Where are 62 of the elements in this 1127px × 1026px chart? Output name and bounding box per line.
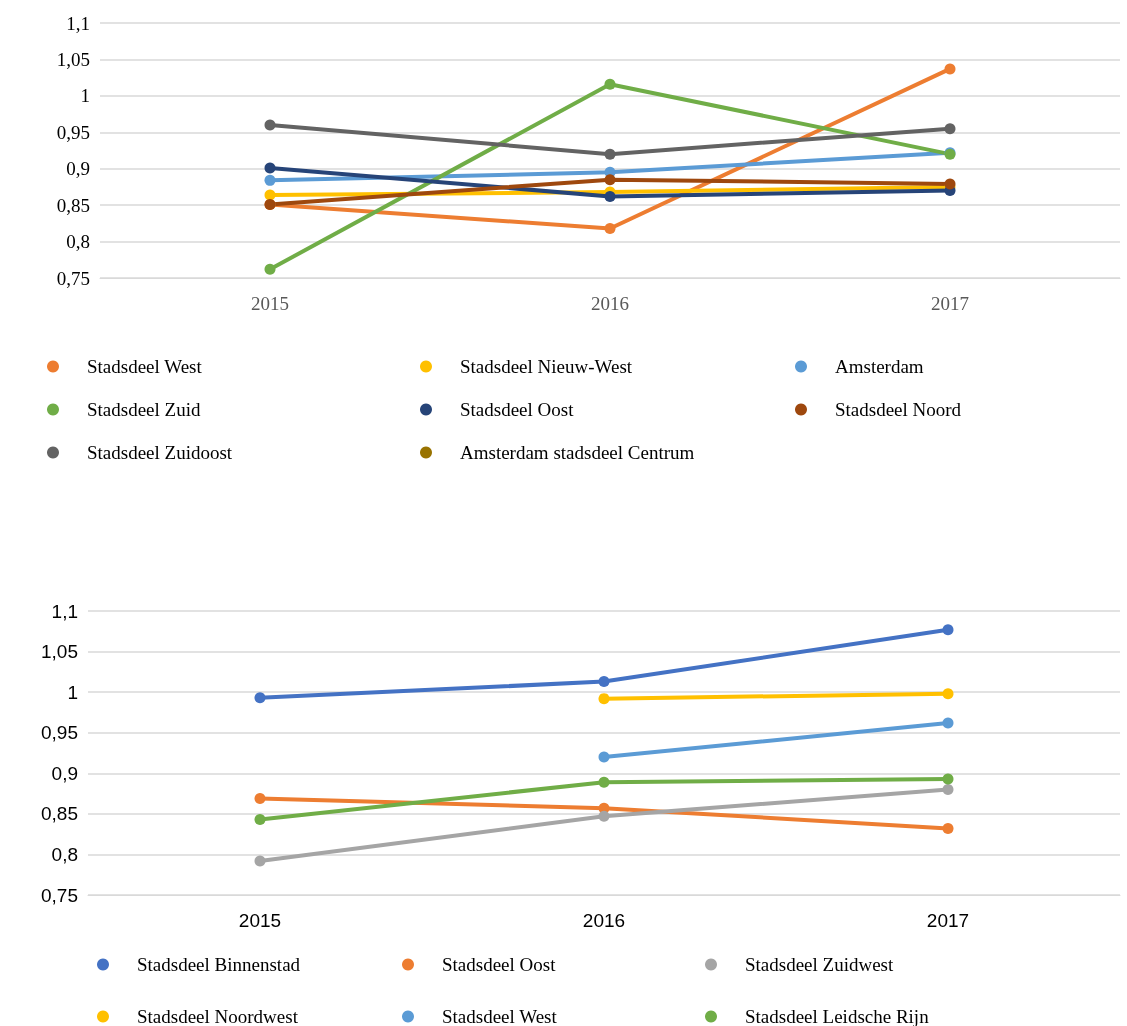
point [254, 814, 266, 826]
point [264, 189, 276, 201]
x-tick-label: 2017 [931, 293, 969, 314]
point [942, 688, 954, 700]
y-tick-label: 0,95 [41, 722, 78, 744]
point [604, 174, 616, 186]
y-tick-label: 1,1 [66, 12, 90, 34]
x-tick-label: 2017 [926, 910, 970, 931]
y-tick-label: 0,95 [56, 121, 90, 143]
legend-label: Stadsdeel Oost [460, 399, 575, 420]
x-tick-label: 2015 [238, 910, 282, 931]
point [598, 693, 610, 705]
y-tick-label: 0,75 [41, 884, 78, 906]
y-tick-label: 1,1 [51, 600, 78, 622]
y-tick-label: 0,9 [66, 158, 90, 180]
y-tick-label: 0,85 [41, 803, 78, 825]
point [942, 784, 954, 796]
y-tick-label: 0,75 [56, 267, 90, 289]
y-tick-label: 0,85 [56, 194, 90, 216]
point [942, 773, 954, 785]
point [264, 174, 276, 186]
legend-label: Amsterdam [835, 356, 924, 377]
point [944, 123, 956, 135]
point [264, 119, 276, 131]
x-tick-label: 2016 [591, 293, 629, 314]
x-tick-label: 2015 [251, 293, 289, 314]
y-tick-label: 0,8 [51, 843, 78, 865]
point [604, 190, 616, 202]
legend-label: Stadsdeel Noord [835, 399, 962, 420]
y-tick-label: 1 [80, 85, 90, 107]
point [598, 810, 610, 822]
point [598, 776, 610, 788]
y-tick-label: 1 [67, 681, 78, 703]
legend-label: Stadsdeel Oost [442, 954, 557, 975]
legend-label: Stadsdeel Nieuw-West [460, 356, 633, 377]
point [604, 78, 616, 90]
point [944, 63, 956, 75]
point [598, 751, 610, 763]
x-tick-label: 2016 [582, 910, 626, 931]
legend-label: Stadsdeel West [87, 356, 203, 377]
legend-label: Stadsdeel Binnenstad [137, 954, 301, 975]
y-tick-label: 0,8 [66, 231, 90, 253]
point [598, 676, 610, 688]
legend-label: Stadsdeel Zuidoost [87, 442, 233, 463]
legend-label: Stadsdeel Noordwest [137, 1006, 299, 1026]
y-tick-label: 1,05 [56, 48, 90, 70]
legend-label: Stadsdeel West [442, 1006, 558, 1026]
point [604, 148, 616, 160]
point [942, 624, 954, 636]
y-tick-label: 1,05 [41, 641, 78, 663]
legend-label: Stadsdeel Zuid [87, 399, 201, 420]
point [254, 855, 266, 867]
point [254, 792, 266, 804]
y-tick-label: 0,9 [51, 762, 78, 784]
point [264, 263, 276, 275]
point [604, 222, 616, 234]
point [942, 717, 954, 729]
legend-label: Stadsdeel Zuidwest [745, 954, 894, 975]
point [254, 692, 266, 704]
point [264, 162, 276, 174]
point [942, 822, 954, 834]
legend-label: Amsterdam stadsdeel Centrum [460, 442, 695, 463]
